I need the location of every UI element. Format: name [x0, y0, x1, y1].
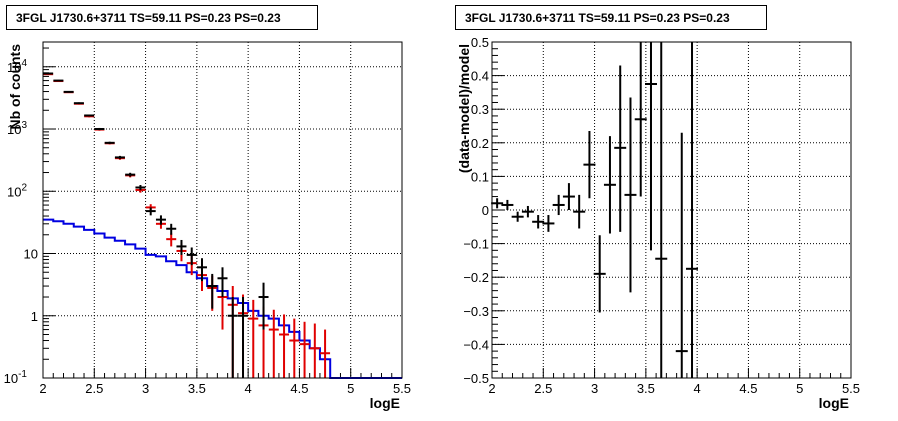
x-tick-label: 2 — [39, 381, 46, 396]
y-tick-label: −0.2 — [463, 270, 489, 285]
left-chart-title: 3FGL J1730.6+3711 TS=59.11 PS=0.23 PS=0.… — [6, 5, 318, 30]
x-tick-label: 3.5 — [188, 381, 206, 396]
right-chart-title: 3FGL J1730.6+3711 TS=59.11 PS=0.23 PS=0.… — [455, 5, 767, 30]
y-tick-label: −0.5 — [463, 371, 489, 386]
x-axis-label: logE — [819, 395, 849, 411]
y-tick-label: 0.1 — [471, 169, 489, 184]
x-tick-label: 4.5 — [739, 381, 757, 396]
x-tick-label: 2.5 — [85, 381, 103, 396]
y-tick-label: 0.2 — [471, 136, 489, 151]
plot-frame — [491, 41, 852, 379]
x-tick-label: 5.5 — [393, 381, 411, 396]
y-tick-label: 103 — [7, 120, 27, 137]
y-axis-label: (data-model)/model — [456, 44, 472, 173]
x-tick-label: 3.5 — [637, 381, 655, 396]
left-chart-panel: 3FGL J1730.6+3711 TS=59.11 PS=0.23 PS=0.… — [4, 5, 411, 411]
x-tick-label: 5 — [347, 381, 354, 396]
y-tick-label: 10 — [24, 247, 38, 262]
x-tick-label: 4.5 — [290, 381, 308, 396]
y-tick-label: 104 — [7, 58, 27, 75]
x-tick-label: 4 — [245, 381, 252, 396]
x-axis-label: logE — [370, 395, 400, 411]
right-chart-panel: 3FGL J1730.6+3711 TS=59.11 PS=0.23 PS=0.… — [449, 0, 898, 421]
x-tick-label: 3 — [591, 381, 598, 396]
y-axis-label: Nb of counts — [7, 44, 23, 130]
y-tick-label: −0.3 — [463, 304, 489, 319]
y-tick-label: −0.4 — [463, 337, 489, 352]
x-tick-label: 2.5 — [534, 381, 552, 396]
x-tick-label: 3 — [142, 381, 149, 396]
x-tick-label: 2 — [488, 381, 495, 396]
y-tick-label: 102 — [7, 182, 27, 199]
x-tick-label: 5 — [796, 381, 803, 396]
y-tick-label: 0 — [482, 203, 489, 218]
plot-frame — [42, 41, 403, 379]
y-tick-label: 10-1 — [4, 369, 28, 386]
y-tick-label: 0.3 — [471, 102, 489, 117]
y-tick-label: 1 — [31, 309, 38, 324]
y-tick-label: 0.5 — [471, 35, 489, 50]
y-tick-label: 0.4 — [471, 69, 489, 84]
x-tick-label: 4 — [694, 381, 701, 396]
y-tick-label: −0.1 — [463, 237, 489, 252]
x-tick-label: 5.5 — [842, 381, 860, 396]
